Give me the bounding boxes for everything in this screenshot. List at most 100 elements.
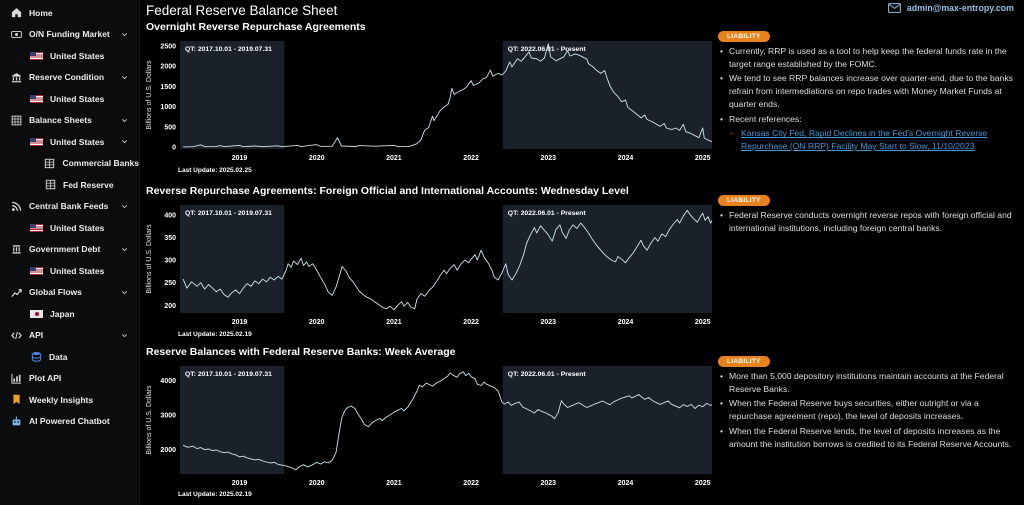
svg-text:Billions of U.S. Dollars: Billions of U.S. Dollars bbox=[146, 224, 153, 294]
us-flag-icon bbox=[30, 94, 43, 103]
panel-bullet: Currently, RRP is used as a tool to help… bbox=[718, 45, 1016, 70]
sidebar-item-label: United States bbox=[50, 50, 105, 61]
svg-text:2000: 2000 bbox=[160, 64, 176, 71]
svg-text:2020: 2020 bbox=[309, 155, 325, 162]
svg-text:QT: 2022.06.01 - Present: QT: 2022.06.01 - Present bbox=[508, 371, 587, 378]
chart-foreign-rrp[interactable]: QT: 2017.10.01 - 2019.07.31 QT: 2022.06.0… bbox=[142, 201, 717, 327]
chevron-down-icon bbox=[120, 288, 129, 297]
sidebar-item-label: Fed Reserve bbox=[63, 179, 114, 190]
sidebar-item-home[interactable]: Home bbox=[0, 2, 139, 24]
chevron-down-icon bbox=[120, 73, 129, 82]
sidebar-item-global-flows[interactable]: Global Flows bbox=[0, 282, 139, 304]
panel-bullet: More than 5,000 depository institutions … bbox=[718, 370, 1016, 395]
panel-bullet-list: Federal Reserve conducts overnight rever… bbox=[718, 209, 1016, 234]
bot-icon bbox=[10, 416, 22, 427]
svg-text:2022: 2022 bbox=[463, 155, 479, 162]
sidebar-item-data[interactable]: Data bbox=[0, 346, 139, 368]
sidebar-item-label: O/N Funding Market bbox=[29, 29, 110, 40]
svg-text:QT: 2022.06.01 - Present: QT: 2022.06.01 - Present bbox=[508, 210, 587, 217]
svg-text:200: 200 bbox=[164, 303, 176, 310]
sidebar-item-label: United States bbox=[50, 222, 105, 233]
panel-bullet: Recent references: bbox=[718, 113, 1016, 126]
sidebar-item-api[interactable]: API bbox=[0, 325, 139, 347]
sidebar-item-weekly-insights[interactable]: Weekly Insights bbox=[0, 389, 139, 411]
svg-text:2025: 2025 bbox=[695, 480, 711, 487]
svg-text:2000: 2000 bbox=[160, 447, 176, 454]
panel-bullet-list: More than 5,000 depository institutions … bbox=[718, 370, 1016, 450]
sidebar-item-reserve-united-states[interactable]: United States bbox=[0, 88, 139, 110]
sidebar-item-commercial-banks[interactable]: Commercial Banks bbox=[0, 153, 139, 175]
svg-text:2022: 2022 bbox=[463, 480, 479, 487]
svg-text:300: 300 bbox=[164, 258, 176, 265]
japan-flag-icon bbox=[30, 309, 43, 318]
sidebar-item-fed-reserve[interactable]: Fed Reserve bbox=[0, 174, 139, 196]
svg-text:2021: 2021 bbox=[386, 155, 402, 162]
sidebar-item-funding-united-states[interactable]: United States bbox=[0, 45, 139, 67]
sidebar-item-feeds-united-states[interactable]: United States bbox=[0, 217, 139, 239]
svg-text:2021: 2021 bbox=[386, 480, 402, 487]
sidebar-item-government-debt[interactable]: Government Debt bbox=[0, 239, 139, 261]
svg-text:2023: 2023 bbox=[541, 480, 557, 487]
sidebar-item-central-bank-feeds[interactable]: Central Bank Feeds bbox=[0, 196, 139, 218]
svg-text:2020: 2020 bbox=[309, 319, 325, 326]
chevron-down-icon bbox=[120, 30, 129, 39]
last-update-reserves: Last Update: 2025.02.19 bbox=[178, 491, 252, 498]
sidebar-item-label: United States bbox=[50, 136, 105, 147]
sheet-icon bbox=[10, 115, 22, 126]
bank-icon bbox=[10, 72, 22, 83]
svg-text:QT: 2017.10.01 - 2019.07.31: QT: 2017.10.01 - 2019.07.31 bbox=[185, 46, 272, 53]
svg-text:2019: 2019 bbox=[232, 480, 248, 487]
sidebar-item-japan[interactable]: Japan bbox=[0, 303, 139, 325]
sidebar-item-label: United States bbox=[50, 93, 105, 104]
section-title-reserves: Reserve Balances with Federal Reserve Ba… bbox=[146, 346, 456, 358]
sidebar-item-reserve-condition[interactable]: Reserve Condition bbox=[0, 67, 139, 89]
sidebar-item-plot-api[interactable]: Plot API bbox=[0, 368, 139, 390]
home-icon bbox=[10, 7, 22, 18]
chevron-down-icon bbox=[120, 245, 129, 254]
svg-text:2024: 2024 bbox=[618, 480, 634, 487]
chevron-down-icon bbox=[120, 137, 129, 146]
svg-text:250: 250 bbox=[164, 280, 176, 287]
svg-text:1000: 1000 bbox=[160, 104, 176, 111]
info-panel-onrrp: LIABILITY Currently, RRP is used as a to… bbox=[718, 25, 1016, 155]
sidebar-item-ai-powered-chatbot[interactable]: AI Powered Chatbot bbox=[0, 411, 139, 433]
reference-link[interactable]: Kansas City Fed, Rapid Declines in the F… bbox=[741, 128, 988, 152]
us-flag-icon bbox=[30, 223, 43, 232]
sidebar-item-label: Central Bank Feeds bbox=[29, 201, 109, 212]
svg-text:500: 500 bbox=[164, 124, 176, 131]
svg-text:QT: 2017.10.01 - 2019.07.31: QT: 2017.10.01 - 2019.07.31 bbox=[185, 371, 272, 378]
chart-overnight-rrp[interactable]: QT: 2017.10.01 - 2019.07.31 QT: 2022.06.0… bbox=[142, 37, 717, 163]
us-flag-icon bbox=[30, 266, 43, 275]
svg-text:Billions of U.S. Dollars: Billions of U.S. Dollars bbox=[146, 385, 153, 455]
account-link[interactable]: admin@max-entropy.com bbox=[887, 3, 1014, 13]
svg-text:350: 350 bbox=[164, 235, 176, 242]
sidebar-item-balance-sheets[interactable]: Balance Sheets bbox=[0, 110, 139, 132]
info-panel-foreign: LIABILITY Federal Reserve conducts overn… bbox=[718, 189, 1016, 236]
sidebar-item-debt-united-states[interactable]: United States bbox=[0, 260, 139, 282]
sidebar-item-balance-united-states[interactable]: United States bbox=[0, 131, 139, 153]
data-icon bbox=[30, 351, 42, 362]
liability-badge: LIABILITY bbox=[718, 195, 770, 206]
mail-icon bbox=[887, 3, 901, 13]
svg-text:0: 0 bbox=[172, 145, 176, 152]
sidebar-nav: Home O/N Funding Market United States Reser… bbox=[0, 2, 139, 432]
sidebar-item-on-funding-market[interactable]: O/N Funding Market bbox=[0, 24, 139, 46]
sidebar-item-label: Data bbox=[49, 351, 68, 362]
sidebar-item-label: Government Debt bbox=[29, 244, 101, 255]
plot-icon bbox=[10, 373, 22, 384]
grid-icon bbox=[44, 158, 55, 169]
sidebar-item-label: Plot API bbox=[29, 373, 62, 384]
section-title-foreign: Reverse Repurchase Agreements: Foreign O… bbox=[146, 185, 629, 197]
svg-text:QT: 2017.10.01 - 2019.07.31: QT: 2017.10.01 - 2019.07.31 bbox=[185, 210, 272, 217]
chevron-down-icon bbox=[120, 331, 129, 340]
sidebar-item-label: Balance Sheets bbox=[29, 115, 92, 126]
api-icon bbox=[10, 330, 22, 341]
svg-text:2023: 2023 bbox=[541, 319, 557, 326]
sidebar-item-label: AI Powered Chatbot bbox=[29, 416, 110, 427]
panel-bullet-list: Currently, RRP is used as a tool to help… bbox=[718, 45, 1016, 153]
chart-reserve-balances[interactable]: QT: 2017.10.01 - 2019.07.31 QT: 2022.06.0… bbox=[142, 362, 717, 488]
sidebar-item-label: Weekly Insights bbox=[29, 394, 94, 405]
main-content: Federal Reserve Balance Sheet admin@max-… bbox=[140, 0, 1024, 505]
svg-text:400: 400 bbox=[164, 212, 176, 219]
liability-badge: LIABILITY bbox=[718, 31, 770, 42]
